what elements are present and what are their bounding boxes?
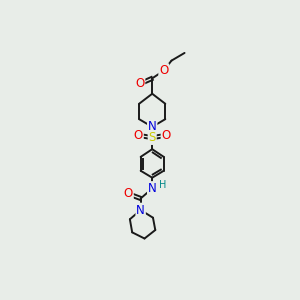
Text: N: N xyxy=(148,120,157,134)
Text: O: O xyxy=(161,129,171,142)
Text: O: O xyxy=(159,64,168,77)
Text: S: S xyxy=(148,131,156,144)
Text: O: O xyxy=(135,77,145,90)
Text: H: H xyxy=(159,180,167,190)
Text: O: O xyxy=(134,129,143,142)
Text: N: N xyxy=(148,182,157,195)
Text: N: N xyxy=(136,203,145,217)
Text: O: O xyxy=(124,187,133,200)
